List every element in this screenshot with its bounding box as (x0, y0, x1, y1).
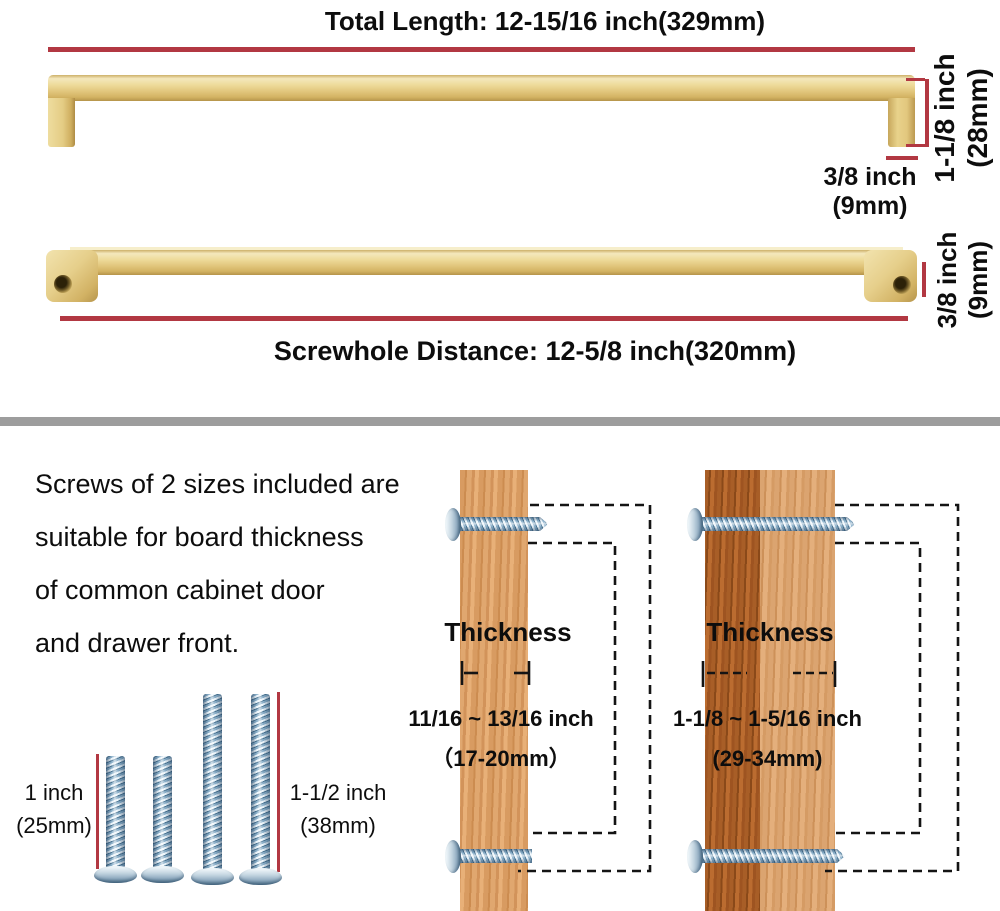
thin-board-range-label: 11/16 ~ 13/16 inch （17-20mm） (395, 706, 607, 772)
description-line-1: Screws of 2 sizes included are (35, 469, 400, 499)
thick-board-range-mm: (29-34mm) (712, 746, 823, 771)
handle-depth-mm: (9mm) (963, 240, 993, 320)
large-screw-measure-line (277, 692, 280, 872)
handle-back-right-foot (864, 250, 917, 302)
height-measure-tick-top (906, 78, 925, 81)
screw-large-2-icon (251, 694, 270, 870)
wood-board-thick-light-piece (760, 470, 835, 911)
total-length-label: Total Length: 12-15/16 inch(329mm) (324, 6, 766, 36)
handle-front-left-leg (48, 98, 75, 147)
small-screw-label: 1 inch (25mm) (8, 776, 100, 842)
thick-board-bottom-screw-icon (700, 849, 845, 863)
description-line-3: of common cabinet door (35, 575, 325, 605)
thick-board-bottom-screw-head-icon (687, 840, 703, 873)
screw-hole-left (54, 275, 72, 293)
handle-front-bar (48, 75, 915, 101)
screw-small-2-icon (153, 756, 172, 868)
thick-board-top-screw-head-icon (687, 508, 703, 541)
screw-description: Screws of 2 sizes included are suitable … (35, 458, 475, 670)
large-screw-mm: (38mm) (300, 813, 376, 838)
depth-measure-line (922, 262, 926, 297)
leg-width-mm: (9mm) (832, 192, 908, 220)
handle-depth-value: 3/8 inch (932, 231, 962, 329)
handle-height-label: 1-1/8 inch (28mm) (928, 53, 994, 182)
description-line-4: and drawer front. (35, 628, 240, 658)
leg-width-label: 3/8 inch (9mm) (805, 163, 935, 221)
small-screw-mm: (25mm) (16, 813, 92, 838)
thin-board-thickness-label: Thickness (444, 617, 572, 647)
screwhole-distance-label: Screwhole Distance: 12-5/8 inch(320mm) (273, 336, 797, 366)
thick-board-handle-outline-inner (835, 541, 922, 835)
leg-width-measure-line (886, 156, 918, 160)
handle-height-mm: (28mm) (962, 68, 993, 168)
screw-small-2-head-icon (141, 866, 184, 883)
thin-board-bottom-screw-icon (458, 849, 532, 863)
screw-large-2-head-icon (239, 868, 282, 885)
thin-board-handle-outline-outer (518, 503, 652, 873)
description-line-2: suitable for board thickness (35, 522, 364, 552)
leg-width-value: 3/8 inch (823, 163, 917, 191)
screw-large-1-head-icon (191, 868, 234, 885)
thin-board-top-screw-icon (458, 517, 548, 531)
thick-board-thickness-label: Thickness (706, 617, 834, 647)
thin-board-bottom-screw-head-icon (445, 840, 461, 873)
thin-board-top-screw-head-icon (445, 508, 461, 541)
large-screw-length: 1-1/2 inch (289, 780, 387, 805)
handle-back-left-foot (46, 250, 98, 302)
handle-depth-label: 3/8 inch (9mm) (932, 232, 994, 329)
thick-board-handle-outline-outer (825, 503, 960, 873)
thick-board-top-screw-icon (700, 517, 855, 531)
thick-board-range-inch: 1-1/8 ~ 1-5/16 inch (673, 706, 862, 731)
screw-small-1-icon (106, 756, 125, 868)
height-measure-tick-bottom (906, 144, 925, 147)
thin-board-range-mm: （17-20mm） (431, 746, 571, 771)
small-screw-length: 1 inch (24, 780, 84, 805)
total-length-measure-line (48, 47, 915, 52)
screw-hole-right (893, 276, 911, 294)
thin-board-range-inch: 11/16 ~ 13/16 inch (408, 706, 594, 731)
thin-board-handle-outline-inner (528, 541, 617, 835)
large-screw-label: 1-1/2 inch (38mm) (283, 776, 393, 842)
small-screw-measure-line (96, 754, 99, 869)
height-measure-line (925, 79, 929, 147)
section-divider (0, 417, 1000, 426)
screw-large-1-icon (203, 694, 222, 870)
thick-board-range-label: 1-1/8 ~ 1-5/16 inch (29-34mm) (660, 706, 875, 772)
wood-board-thick-dark-piece (705, 470, 760, 911)
wood-board-thin (460, 470, 528, 911)
handle-front-right-leg (888, 98, 915, 147)
screwhole-distance-measure-line (60, 316, 908, 321)
screw-small-1-head-icon (94, 866, 137, 883)
handle-back-bar (70, 247, 903, 275)
